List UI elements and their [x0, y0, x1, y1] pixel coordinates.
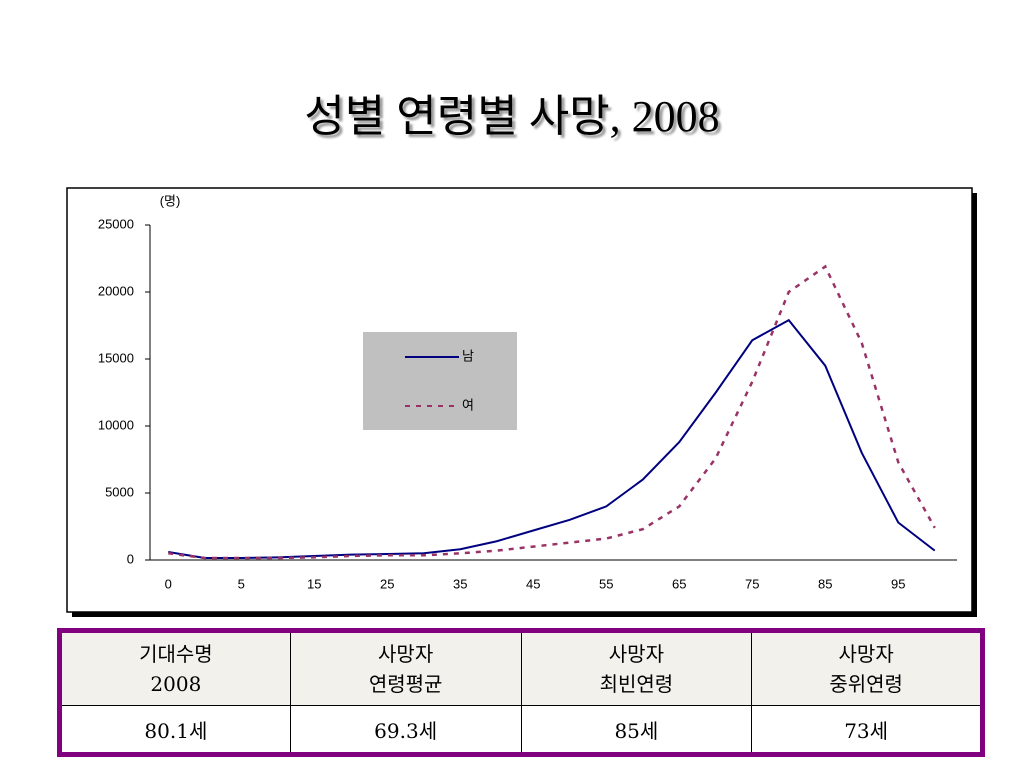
header-row: 기대수명 2008 사망자 연령평균 사망자 최빈연령 사망자 중위연령: [59, 630, 983, 706]
data-cell: 69.3세: [289, 705, 522, 755]
y-axis-label: (명): [160, 193, 181, 208]
y-tick-label: 10000: [98, 417, 134, 432]
legend-box: [363, 332, 517, 430]
y-tick-label: 5000: [105, 484, 134, 499]
x-tick-label: 55: [599, 576, 613, 591]
slide-title: 성별 연령별 사망, 2008: [304, 92, 720, 141]
header-text: 사망자: [378, 642, 434, 666]
series-line: [168, 264, 936, 560]
series-line: [168, 318, 936, 559]
header-text: 중위연령: [829, 672, 903, 696]
x-tick-label: 15: [307, 576, 321, 591]
x-tick-label: 25: [380, 576, 394, 591]
header-text: 사망자: [838, 642, 894, 666]
data-cell: 73세: [751, 705, 983, 755]
x-tick-label: 85: [818, 576, 832, 591]
y-tick-label: 0: [127, 551, 134, 566]
header-text: 2008: [150, 672, 202, 696]
x-tick-label: 45: [526, 576, 540, 591]
header-text: 최빈연령: [599, 672, 674, 696]
data-cell: 80.1세: [59, 705, 291, 755]
x-tick-label: 35: [453, 576, 467, 591]
x-tick-label: 65: [672, 576, 686, 591]
header-text: 기대수명: [139, 642, 213, 666]
data-row: 80.1세 69.3세 85세 73세: [59, 705, 983, 755]
y-tick-label: 15000: [98, 350, 134, 365]
data-cell: 85세: [520, 705, 753, 755]
chart: (명) 0 5000 10000 15000 20000 25000 0 5 15 25 35 45 5…: [66, 187, 977, 617]
header-cell: 기대수명 2008: [59, 630, 291, 706]
x-tick-label: 5: [238, 576, 245, 591]
legend-label: 남: [462, 348, 474, 363]
legend-label: 여: [462, 397, 474, 412]
y-tick-label: 20000: [98, 283, 134, 298]
summary-table: 기대수명 2008 사망자 연령평균 사망자 최빈연령 사망자 중위연령 80.1세 69.3세 8…: [57, 628, 985, 757]
x-tick-label: 0: [165, 576, 172, 591]
y-tick-label: 25000: [98, 216, 134, 231]
x-tick-label: 75: [745, 576, 759, 591]
chart-frame: [66, 187, 973, 613]
x-tick-label: 95: [891, 576, 905, 591]
header-text: 사망자: [608, 642, 664, 666]
header-text: 연령평균: [368, 672, 443, 696]
